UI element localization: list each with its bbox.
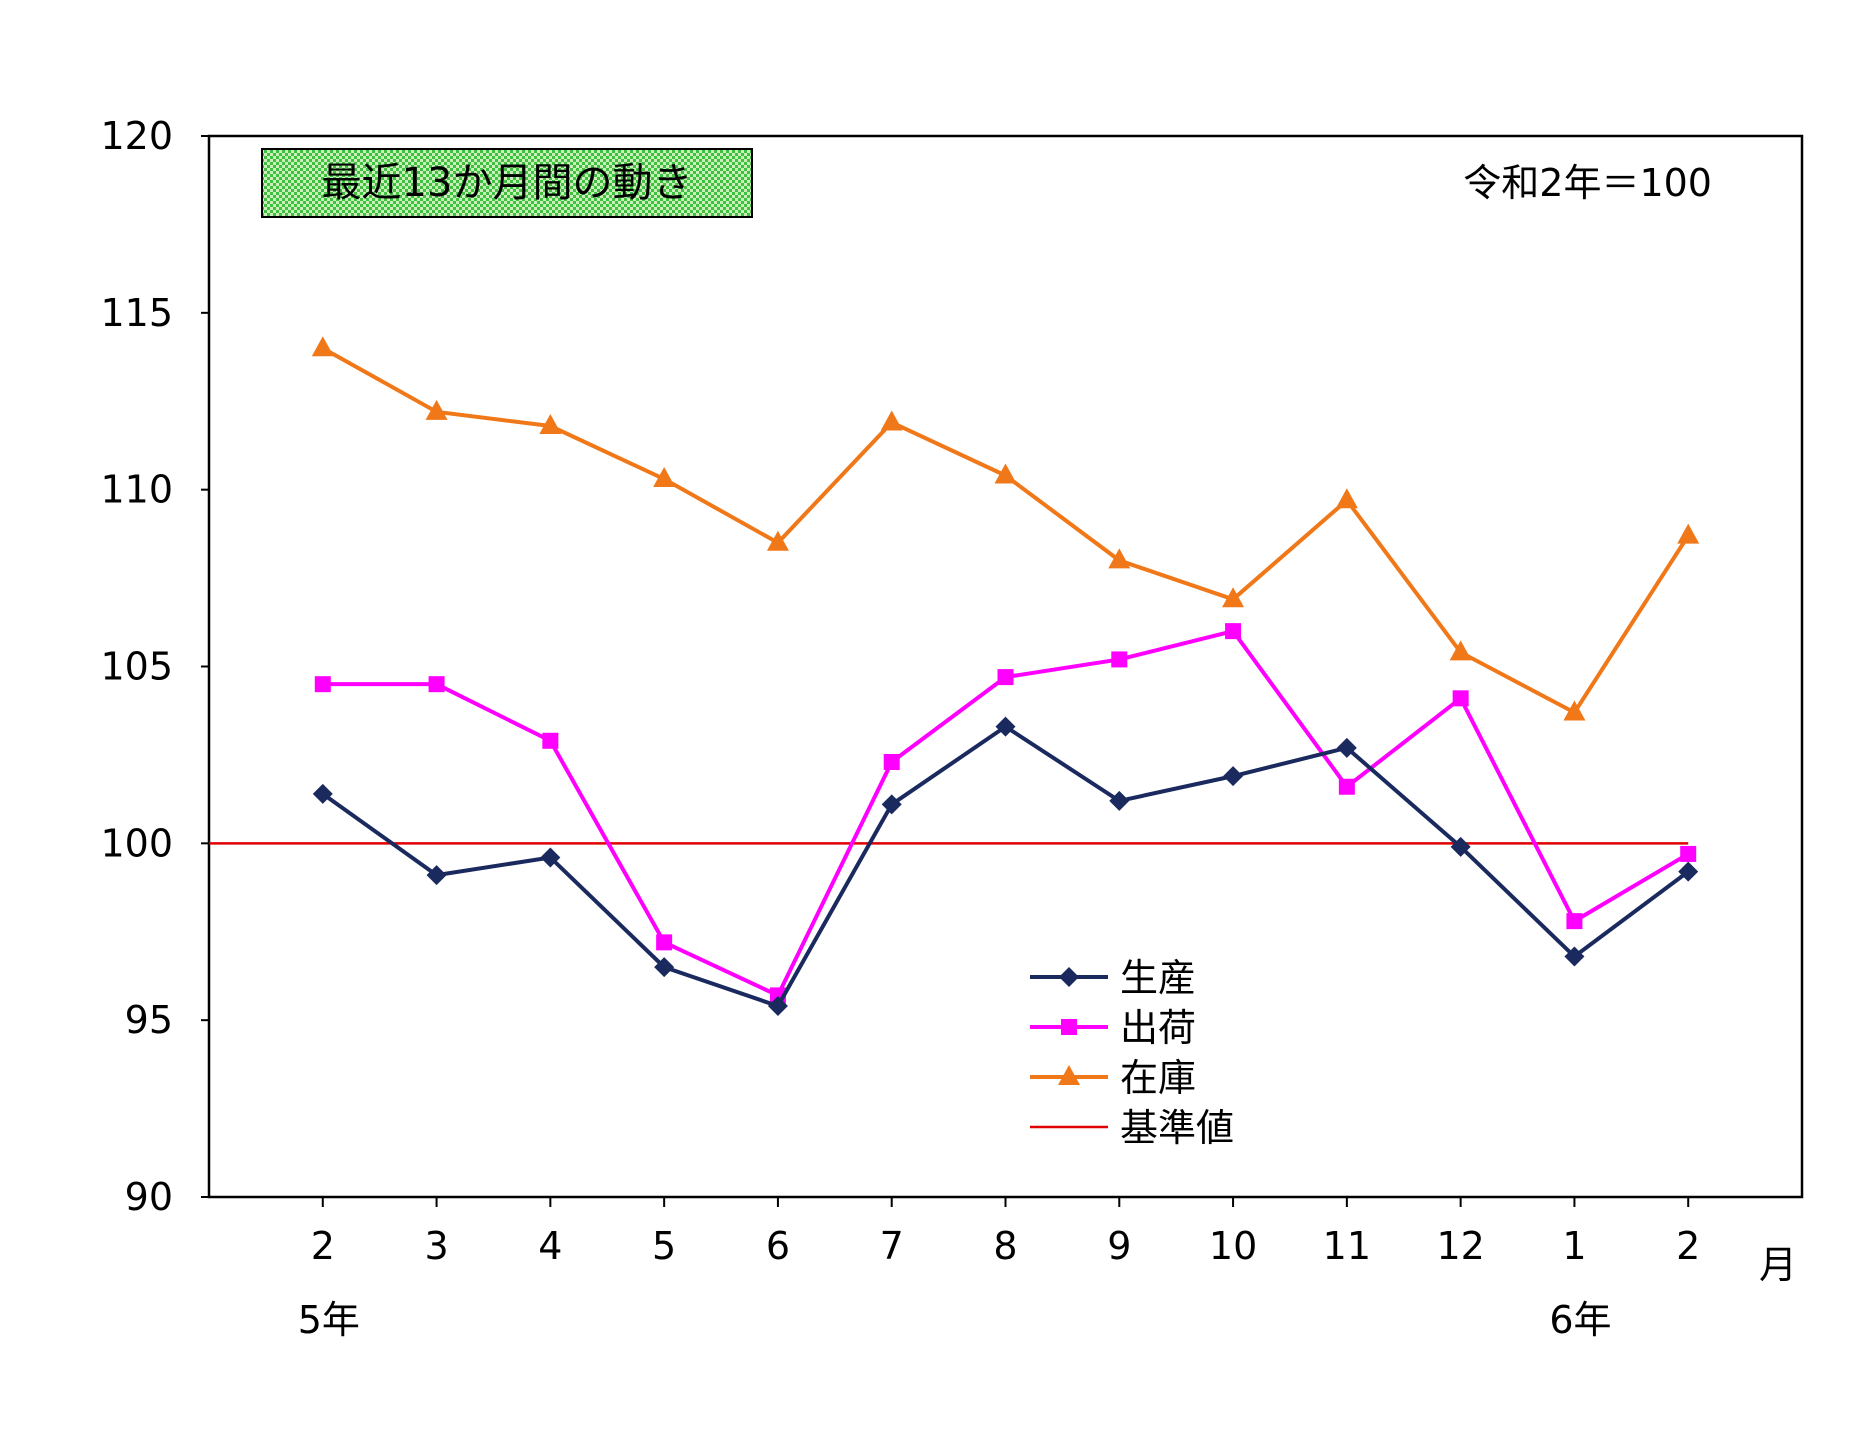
legend-label-shipments: 出荷 (1120, 1006, 1196, 1050)
point-production (540, 847, 561, 868)
point-inventory (425, 399, 448, 420)
y-tick-label: 95 (125, 998, 173, 1042)
x-tick-label: 7 (880, 1224, 904, 1268)
series-production (312, 716, 1699, 1017)
year-labels: 5年 6年 (298, 1298, 1612, 1342)
point-shipments (1566, 913, 1583, 930)
legend-label-inventory: 在庫 (1120, 1056, 1196, 1100)
point-inventory (311, 336, 334, 357)
x-tick-label: 1 (1562, 1224, 1586, 1268)
point-shipments (1680, 845, 1697, 862)
point-inventory (994, 463, 1017, 484)
x-tick-label: 2 (311, 1224, 335, 1268)
legend-marker-shipments (1061, 1019, 1077, 1035)
x-tick-label: 11 (1323, 1224, 1371, 1268)
x-tick-label: 10 (1209, 1224, 1257, 1268)
title-box (261, 148, 753, 218)
point-inventory (1677, 523, 1700, 544)
x-tick-label: 8 (993, 1224, 1017, 1268)
point-inventory (539, 414, 562, 435)
year-label: 6年 (1549, 1298, 1611, 1342)
point-inventory (653, 467, 676, 488)
point-shipments (883, 753, 900, 770)
point-production (881, 794, 902, 815)
x-axis: 2 3 4 5 6 7 8 9 10 11 12 1 2 (311, 1197, 1700, 1268)
y-axis: 90 95 100 105 110 115 120 (100, 114, 209, 1219)
plot-area (207, 134, 1804, 1199)
chart-title: 最近13か月間の動き (322, 160, 693, 206)
point-inventory (1222, 587, 1245, 608)
x-tick-label: 12 (1436, 1224, 1484, 1268)
point-production (1336, 737, 1357, 758)
point-shipments (1111, 651, 1128, 668)
series-inventory (311, 336, 1700, 721)
y-tick-label: 115 (100, 291, 173, 335)
series-shipments (314, 623, 1697, 1004)
point-inventory (880, 410, 903, 431)
legend-marker-inventory (1058, 1065, 1080, 1085)
point-production (995, 716, 1016, 737)
legend-label-reference: 基準値 (1120, 1106, 1234, 1150)
x-tick-label: 4 (538, 1224, 562, 1268)
point-production (654, 957, 675, 978)
point-shipments (1225, 623, 1242, 640)
x-tick-label: 6 (766, 1224, 790, 1268)
point-shipments (1338, 778, 1355, 795)
point-inventory (1335, 488, 1358, 509)
point-inventory (1108, 548, 1131, 569)
point-inventory (1449, 640, 1472, 661)
point-shipments (656, 934, 673, 951)
point-production (1678, 861, 1699, 882)
base-year-note: 令和2年＝100 (1463, 161, 1712, 205)
y-tick-label: 120 (100, 114, 173, 158)
point-shipments (542, 732, 559, 749)
y-tick-label: 110 (100, 468, 173, 512)
point-production (1564, 946, 1585, 967)
point-shipments (1452, 690, 1469, 707)
point-shipments (314, 676, 331, 693)
x-unit-label: 月 (1759, 1243, 1797, 1287)
point-production (426, 865, 447, 886)
point-production (1223, 766, 1244, 787)
series-group (311, 336, 1700, 1017)
y-tick-label: 90 (125, 1175, 173, 1219)
year-label: 5年 (298, 1298, 360, 1342)
point-production (1109, 790, 1130, 811)
point-inventory (1563, 700, 1586, 721)
x-tick-label: 3 (424, 1224, 448, 1268)
x-tick-label: 5 (652, 1224, 676, 1268)
y-tick-label: 105 (100, 645, 173, 689)
legend-label-production: 生産 (1120, 956, 1196, 1000)
x-tick-label: 9 (1107, 1224, 1131, 1268)
point-inventory (766, 530, 789, 551)
x-tick-label: 2 (1676, 1224, 1700, 1268)
point-production (1450, 836, 1471, 857)
legend-marker-production (1059, 967, 1079, 987)
point-shipments (428, 676, 445, 693)
point-shipments (997, 669, 1014, 686)
y-tick-label: 100 (100, 821, 173, 865)
point-production (767, 996, 788, 1017)
point-production (312, 783, 333, 804)
